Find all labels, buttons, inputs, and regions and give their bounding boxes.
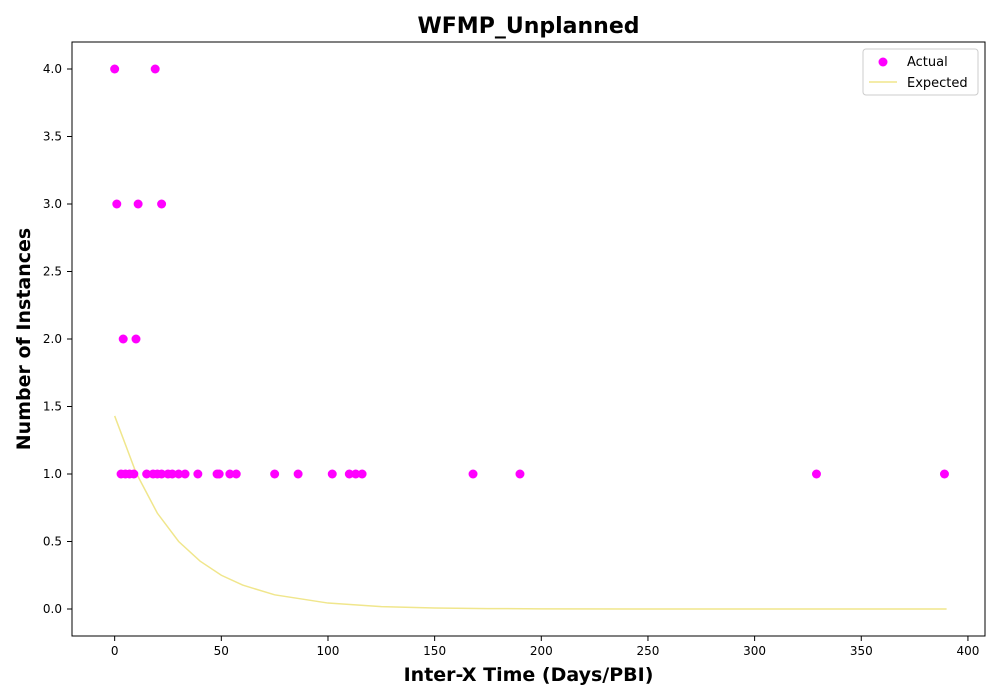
actual-point [112,199,122,209]
actual-point [214,469,224,479]
actual-point [468,469,478,479]
legend-actual-label: Actual [907,55,948,70]
actual-point [157,199,167,209]
x-tick-label: 300 [743,644,766,658]
actual-point [133,199,143,209]
actual-point [327,469,337,479]
actual-point [193,469,203,479]
x-tick-label: 50 [214,644,229,658]
expected-series [113,415,947,610]
x-axis: 0 50 100 150 200 250 300 350 400 [111,636,979,658]
expected-line [113,415,947,610]
x-tick-label: 100 [317,644,340,658]
actual-point [118,334,128,344]
y-axis-label: Number of Instances [13,228,35,450]
chart-title: WFMP_Unplanned [418,14,640,39]
x-tick-label: 0 [111,644,119,658]
actual-point [939,469,949,479]
actual-point [270,469,280,479]
actual-point [357,469,367,479]
actual-point [515,469,525,479]
actual-series [110,64,949,479]
y-tick-label: 4.0 [43,62,62,76]
legend-expected-label: Expected [907,76,968,91]
actual-point [293,469,303,479]
x-axis-label: Inter-X Time (Days/PBI) [404,664,654,686]
actual-point [150,64,160,74]
actual-point [231,469,241,479]
y-tick-label: 3.5 [43,130,62,144]
legend-actual-marker [878,57,888,67]
y-tick-label: 0.0 [43,602,62,616]
actual-point [811,469,821,479]
legend: Actual Expected [862,48,979,96]
actual-point [180,469,190,479]
x-tick-label: 250 [637,644,660,658]
actual-point [129,469,139,479]
y-tick-label: 2.0 [43,332,62,346]
actual-point [167,469,177,479]
actual-point [225,469,235,479]
actual-point [351,469,361,479]
x-tick-label: 200 [530,644,553,658]
y-tick-label: 3.0 [43,197,62,211]
x-tick-label: 350 [850,644,873,658]
actual-point [142,469,152,479]
y-axis: 0.0 0.5 1.0 1.5 2.0 2.5 3.0 3.5 4.0 [43,62,72,616]
actual-point [110,64,120,74]
actual-point [174,469,184,479]
y-tick-label: 2.5 [43,265,62,279]
legend-box [862,48,979,96]
actual-point [344,469,354,479]
actual-point [131,334,141,344]
y-tick-label: 0.5 [43,535,62,549]
x-tick-label: 400 [956,644,979,658]
actual-point [157,469,167,479]
x-tick-label: 150 [423,644,446,658]
y-tick-label: 1.5 [43,400,62,414]
y-tick-label: 1.0 [43,467,62,481]
